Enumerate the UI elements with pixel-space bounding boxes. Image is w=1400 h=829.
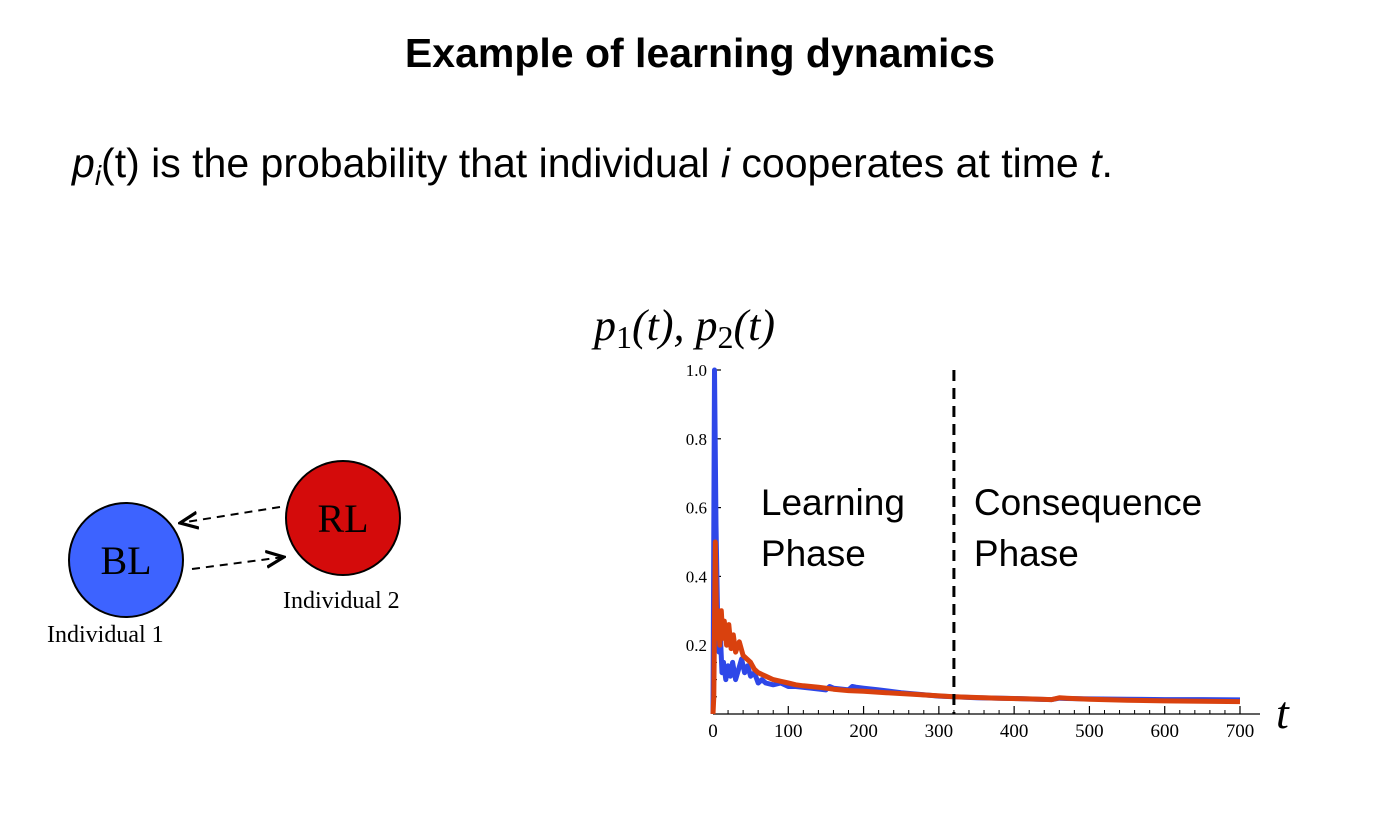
arrow-bl-to-rl [191,557,284,570]
p2-subscript: 2 [717,319,734,355]
learning-phase-label-line1: Learning [761,482,905,523]
x-tick-label: 700 [1226,721,1255,742]
x-tick-label: 400 [1000,721,1029,742]
individual-1-label: Individual 1 [47,622,164,648]
rl-node: RL [285,460,401,576]
i-subscript: i [94,160,102,191]
slide-title: Example of learning dynamics [404,30,996,76]
arrow-rl-to-bl [180,506,281,523]
x-tick-label: 500 [1075,721,1104,742]
subtitle-period: . [1101,140,1113,186]
probability-chart: 0 100 200 300 400 500 600 700 0.2 0.4 0.6 0.8 1.0 t Le… [686,361,1290,742]
interaction-arrows [0,506,520,570]
subtitle-text-1: is the probability that individual [139,140,721,186]
chart-y-label: p1(t), p2(t) [594,300,775,356]
subtitle-text-2: cooperates at time [730,140,1091,186]
consequence-phase-label-line2: Phase [974,533,1079,574]
p-symbol: p [72,140,95,186]
x-tick-label: 200 [849,721,878,742]
x-axis-label: t [1276,687,1290,738]
y-tick-label: 0.8 [686,430,707,449]
p2-argument: (t) [733,301,776,350]
x-tick-label: 0 [708,721,718,742]
x-tick-label: 600 [1150,721,1179,742]
i-variable: i [720,140,731,186]
p1-subscript: 1 [616,319,632,355]
t-argument: (t) [101,140,140,186]
learning-phase-label-line2: Phase [761,533,866,574]
p2-symbol: p [695,301,718,350]
interaction-diagram: BL RL Individual 1 Individual 2 [0,440,520,670]
series-p2-line [710,539,1241,715]
y-tick-label: 0.2 [686,636,707,655]
individual-2-label: Individual 2 [283,588,400,614]
p1-argument: (t), [632,301,696,350]
slide-subtitle: pi(t) is the probability that individual… [72,140,1113,192]
x-tick-label: 100 [774,721,803,742]
rl-node-label: RL [317,495,369,541]
x-tick-label: 300 [925,721,954,742]
y-tick-label: 0.4 [686,567,708,586]
bl-node: BL [68,502,184,618]
y-tick-label: 1.0 [686,361,707,380]
y-tick-label: 0.6 [686,499,707,518]
consequence-phase-label-line1: Consequence [974,482,1202,523]
p1-symbol: p [594,301,616,350]
bl-node-label: BL [100,537,152,583]
t-variable: t [1090,140,1102,186]
